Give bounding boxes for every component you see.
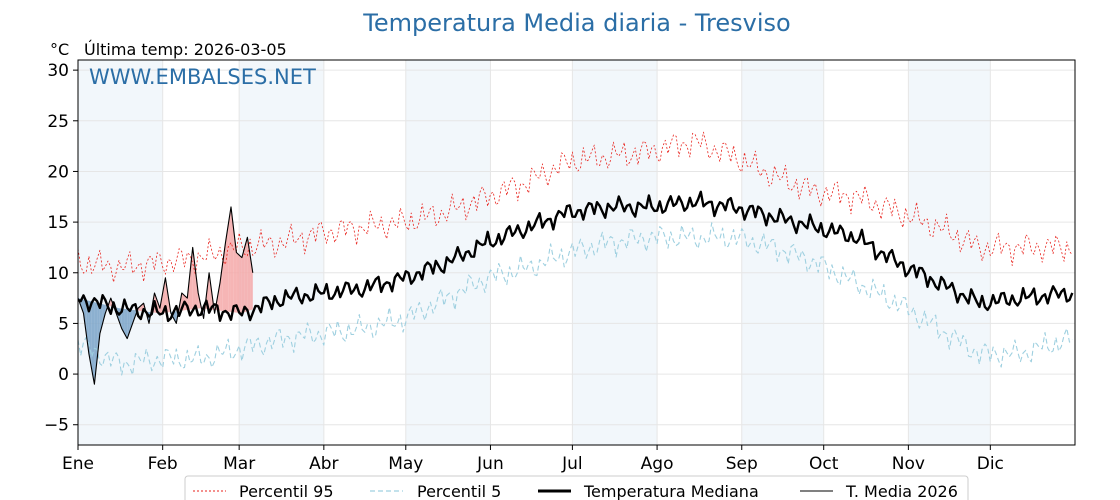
x-tick-label: Feb	[148, 454, 178, 474]
legend-label-median: Temperatura Mediana	[583, 482, 759, 500]
unit-label: °C	[50, 40, 69, 59]
anomaly-fill-cold	[99, 303, 103, 334]
y-tick-label: 25	[47, 112, 69, 132]
anomaly-fill-warm	[192, 247, 196, 310]
month-band-Nov	[908, 60, 991, 445]
y-tick-label: 20	[47, 162, 69, 182]
x-tick-label: Jul	[561, 454, 583, 474]
anomaly-fill-warm	[225, 224, 229, 312]
y-tick-label: 0	[58, 365, 69, 385]
anomaly-fill-cold	[173, 311, 177, 324]
y-tick-label: −5	[44, 416, 69, 436]
anomaly-fill-cold	[129, 309, 133, 332]
y-tick-label: 15	[47, 213, 69, 233]
legend-label-p95: Percentil 95	[239, 482, 334, 500]
series-line-solid-thick	[77, 190, 1074, 323]
anomaly-fill-cold	[80, 298, 84, 314]
anomaly-fill-cold	[97, 302, 100, 359]
anomaly-fill-cold	[124, 308, 128, 339]
anomaly-fill-warm	[228, 206, 231, 312]
y-tick-label: 10	[47, 264, 69, 284]
anomaly-fill-warm	[230, 206, 234, 313]
month-band-Jul	[572, 60, 658, 445]
watermark: WWW.EMBALSES.NET	[89, 65, 316, 89]
x-tick-label: Jun	[476, 454, 504, 474]
month-band-Sep	[741, 60, 824, 445]
y-axis: −5 0 5 10 15 20 25 30	[44, 61, 78, 436]
anomaly-fill-warm	[241, 247, 245, 314]
anomaly-fill-warm	[244, 237, 248, 313]
anomaly-fill-warm	[220, 262, 223, 311]
x-tick-label: Sep	[726, 454, 758, 474]
x-axis: Ene Feb Mar Abr May Jun Jul Ago Sep Oct Nov Dic	[62, 445, 1004, 474]
x-tick-label: Ago	[641, 454, 674, 474]
legend-label-p5: Percentil 5	[417, 482, 501, 500]
anomaly-fill-cold	[86, 300, 89, 354]
anomaly-fill-warm	[217, 282, 221, 311]
legend-label-2026: T. Media 2026	[845, 482, 958, 500]
y-tick-label: 30	[47, 61, 69, 81]
last-temp-label: Última temp: 2026-03-05	[84, 40, 287, 59]
anomaly-fill-warm	[239, 255, 242, 314]
y-tick-label: 5	[58, 314, 69, 334]
anomaly-fill-warm	[162, 277, 166, 313]
x-tick-label: Nov	[892, 454, 925, 474]
x-tick-label: Oct	[809, 454, 839, 474]
plot-frame	[77, 59, 1076, 446]
x-tick-label: May	[388, 454, 423, 474]
legend: Percentil 95 Percentil 5 Temperatura Med…	[184, 475, 969, 500]
x-tick-label: Abr	[309, 454, 338, 474]
anomaly-fill-warm	[165, 277, 169, 313]
anomaly-fill-warm	[247, 237, 251, 312]
series-lines	[77, 131, 1074, 385]
anomaly-fill-cold	[91, 301, 95, 385]
legend-box	[184, 475, 969, 500]
month-band-Ene	[78, 60, 163, 445]
month-bands	[78, 60, 991, 445]
x-tick-label: Dic	[977, 454, 1004, 474]
month-band-May	[405, 60, 491, 445]
x-tick-label: Mar	[223, 454, 255, 474]
anomaly-fill-cold	[121, 308, 125, 334]
anomaly-fill-cold	[102, 304, 106, 324]
x-tick-label: Ene	[62, 454, 94, 474]
chart-title: Temperatura Media diaria - Tresviso	[362, 9, 790, 37]
month-band-Mar	[239, 60, 324, 445]
series-line-dashed	[77, 222, 1073, 376]
anomaly-fill-warm	[236, 252, 240, 313]
anomaly-fill-cold	[127, 309, 130, 339]
anomaly-fill-warm	[189, 247, 193, 310]
series-line-solid-thin	[77, 206, 254, 385]
